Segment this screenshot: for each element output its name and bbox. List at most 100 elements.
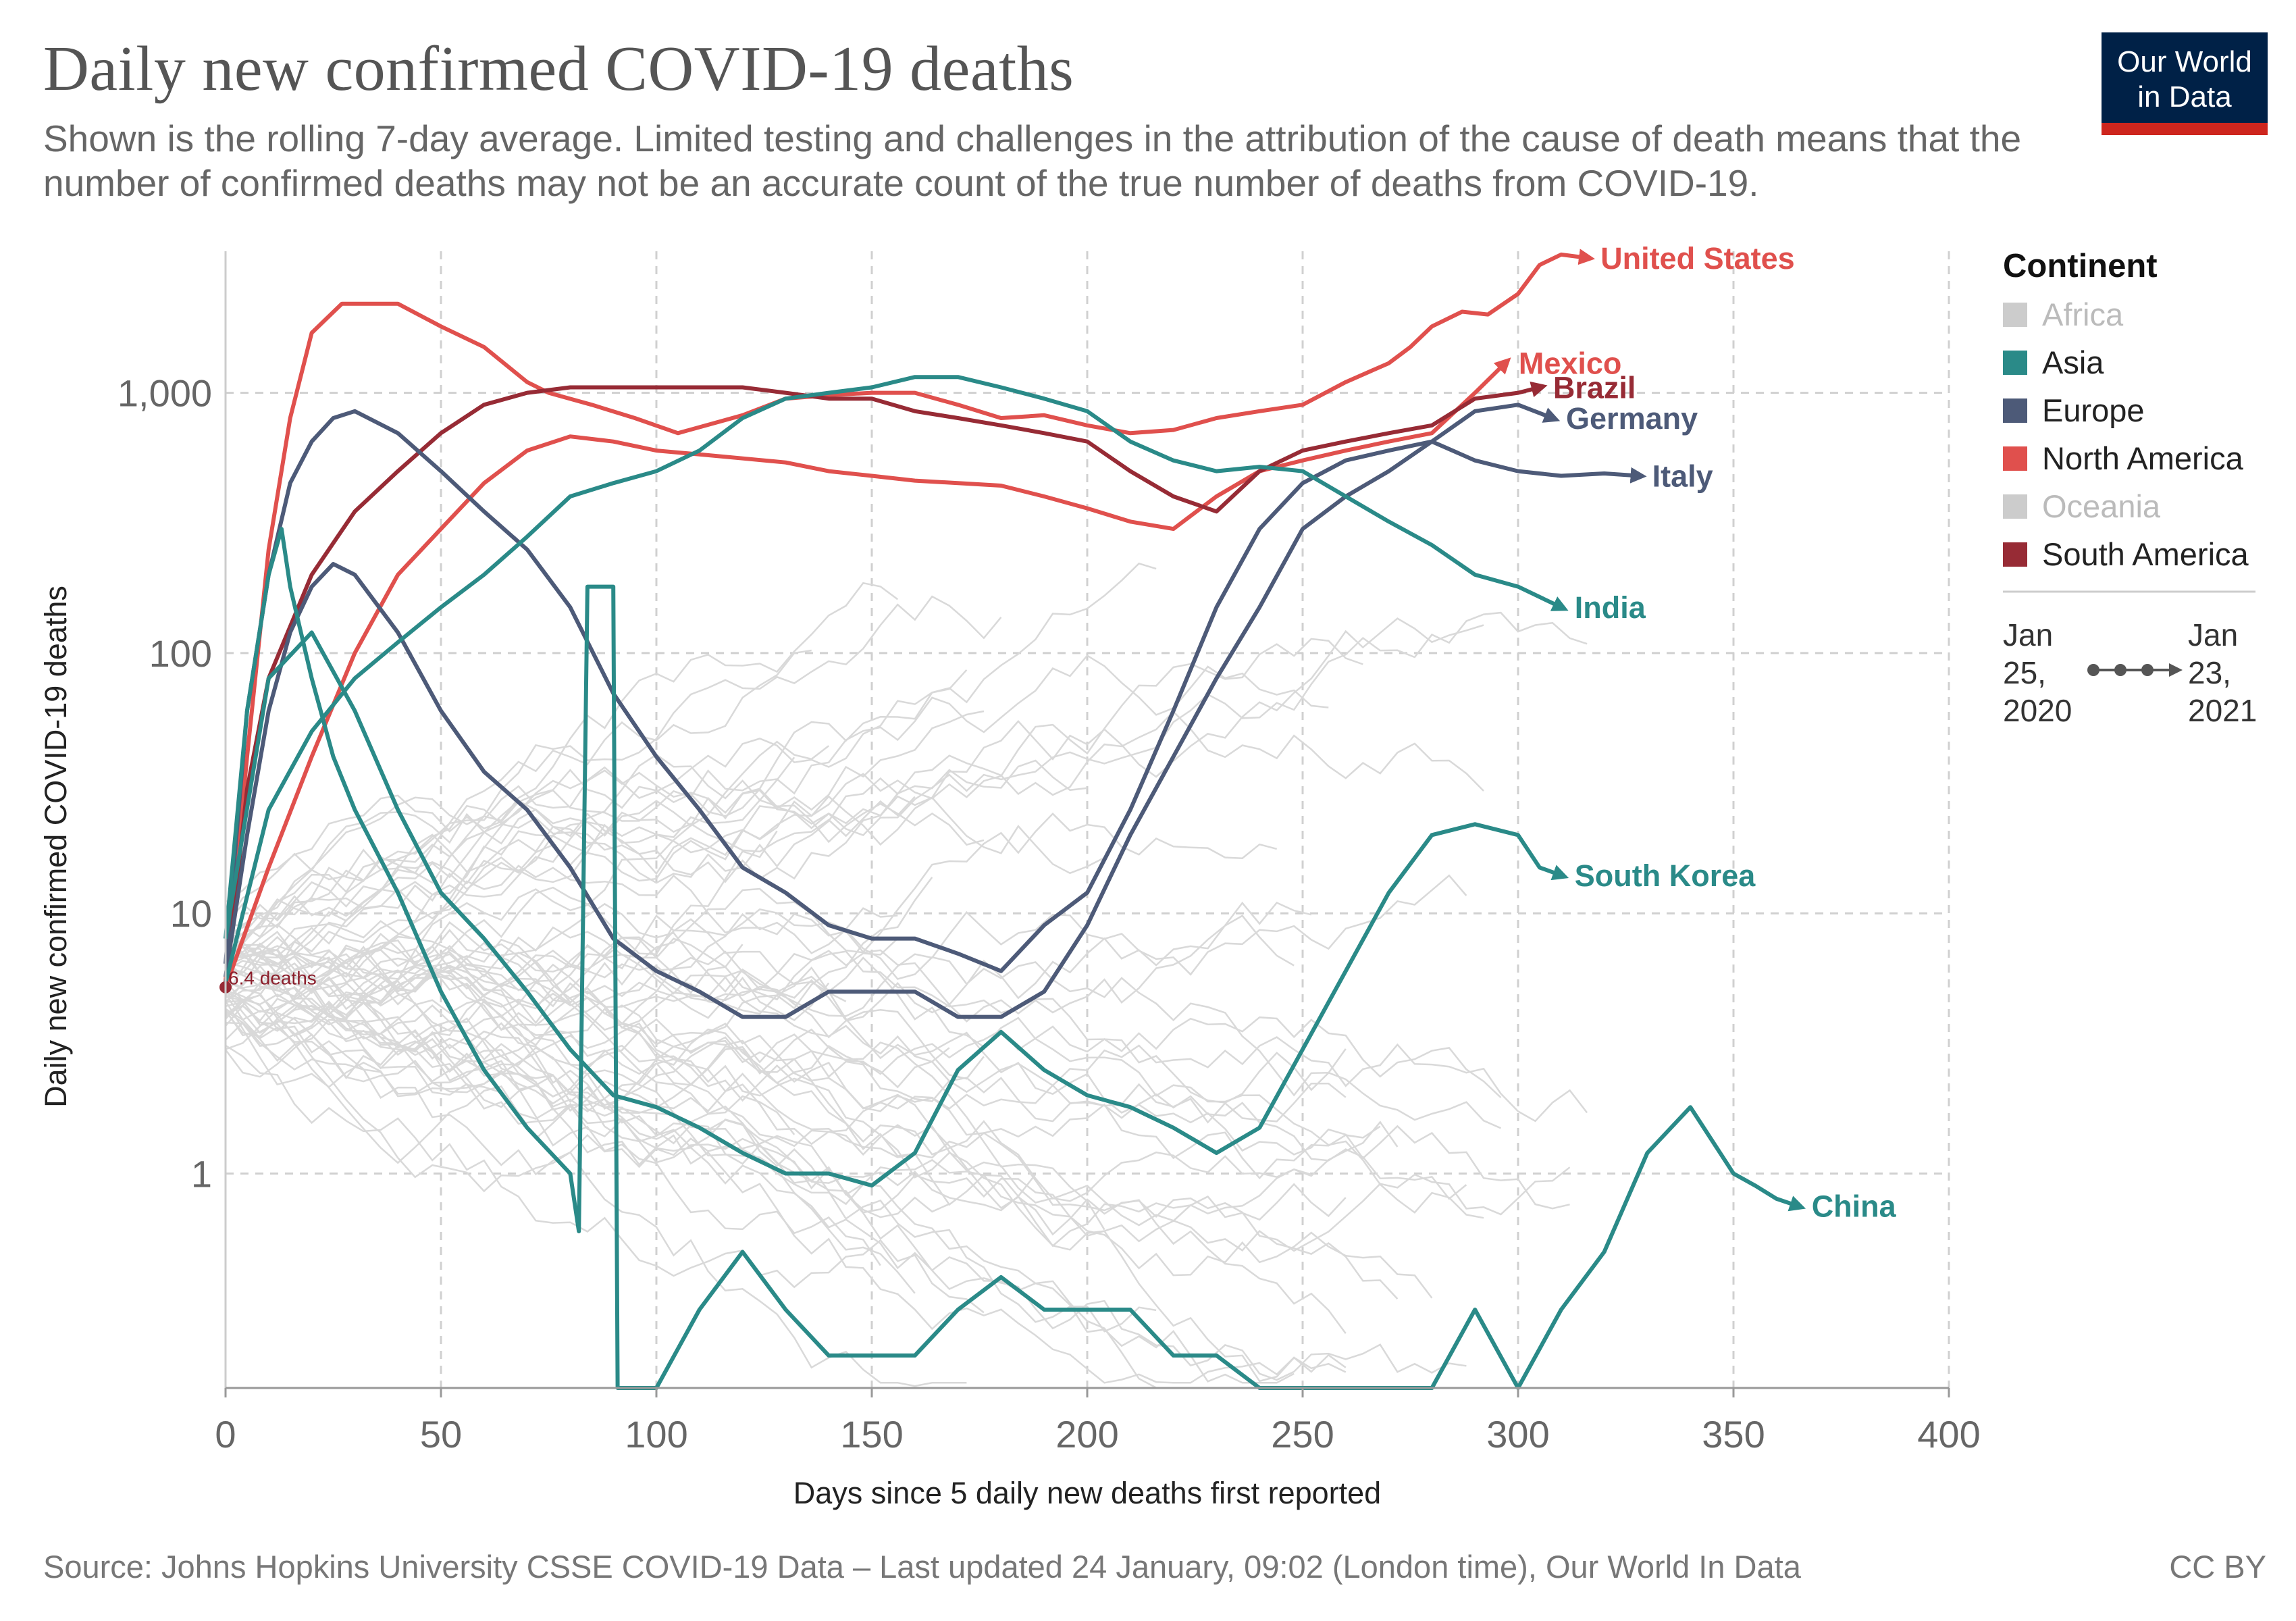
y-axis-title: Daily new confirmed COVID-19 deaths: [38, 586, 73, 1108]
series-line-china[interactable]: [224, 527, 1806, 1390]
legend-label: Africa: [2042, 297, 2124, 332]
background-country-line: [225, 926, 743, 994]
background-country-line: [225, 874, 1467, 1017]
series-line-india[interactable]: [224, 375, 1569, 984]
legend[interactable]: Continent Africa Asia Europe North America Oc…: [2003, 248, 2257, 728]
x-tick-label: 0: [215, 1413, 236, 1456]
legend-item-south-america[interactable]: South America: [2003, 536, 2249, 572]
source-note[interactable]: Source: Johns Hopkins University CSSE CO…: [43, 1549, 1801, 1585]
legend-label: South America: [2042, 536, 2249, 572]
x-tick-label: 50: [420, 1413, 462, 1456]
timeline-end-label: 23,: [2188, 655, 2231, 690]
legend-item-asia[interactable]: Asia: [2003, 344, 2104, 380]
background-country-line: [225, 562, 1157, 936]
y-tick-label: 100: [149, 632, 212, 675]
series-line-brazil[interactable]: [224, 381, 1548, 988]
background-country-line: [225, 956, 1484, 1219]
background-country-line: [225, 907, 898, 1032]
background-country-line: [225, 1044, 985, 1314]
background-country-line: [225, 977, 1502, 1113]
timeline-start-label: Jan: [2003, 617, 2053, 652]
y-tick-label: 1: [191, 1153, 212, 1195]
x-tick-label: 150: [840, 1413, 903, 1456]
owid-logo[interactable]: Our World in Data: [2102, 32, 2268, 135]
background-country-line: [225, 759, 1088, 956]
y-tick-label: 1,000: [118, 372, 212, 415]
license-link[interactable]: CC BY: [2169, 1549, 2266, 1585]
background-country-line: [225, 952, 1347, 1247]
background-country-line: [225, 887, 1312, 1025]
series-label-italy: Italy: [1652, 459, 1713, 493]
axes: 0 50 100 150 200 250 300 350 400 1 10 100 1,000 Days …: [38, 251, 1981, 1510]
background-country-line: [225, 753, 985, 926]
y-tick-label: 10: [170, 892, 212, 935]
series-line-italy[interactable]: [224, 409, 1647, 973]
series-label-india: India: [1575, 590, 1646, 625]
legend-label: Asia: [2042, 344, 2104, 380]
series-label-united-states: United States: [1600, 241, 1795, 276]
background-country-line: [225, 813, 1278, 956]
legend-item-africa[interactable]: Africa: [2003, 297, 2124, 332]
legend-title: Continent: [2003, 248, 2158, 284]
series-line-united-states[interactable]: [224, 249, 1596, 981]
legend-swatch: [2003, 351, 2027, 375]
x-axis-title: Days since 5 daily new deaths first repo…: [793, 1476, 1381, 1510]
logo-line-2: in Data: [2137, 80, 2232, 113]
background-country-line: [224, 922, 1157, 1333]
background-country-line: [225, 796, 916, 969]
background-country-line: [225, 611, 1588, 903]
background-country-line: [225, 886, 847, 1002]
legend-swatch: [2003, 542, 2027, 567]
x-tick-label: 400: [1917, 1413, 1980, 1456]
background-series: [224, 562, 1588, 1389]
background-country-line: [224, 994, 1588, 1123]
series-line-germany[interactable]: [224, 403, 1561, 1019]
highlighted-series[interactable]: [224, 249, 1806, 1390]
background-country-line: [225, 710, 1484, 935]
x-tick-label: 300: [1486, 1413, 1549, 1456]
background-country-line: [225, 830, 778, 994]
legend-label: Europe: [2042, 392, 2145, 428]
start-annotation: 6.4 deaths: [228, 968, 317, 989]
background-country-line: [225, 973, 950, 1218]
x-tick-label: 200: [1055, 1413, 1118, 1456]
chart-title: Daily new confirmed COVID-19 deaths: [43, 34, 1074, 104]
legend-item-europe[interactable]: Europe: [2003, 392, 2145, 428]
timeline-handle[interactable]: [2141, 664, 2154, 676]
background-country-line: [224, 617, 1484, 968]
background-country-line: [225, 1021, 1347, 1383]
timeline-handle[interactable]: [2087, 664, 2099, 676]
background-country-line: [224, 1000, 916, 1294]
series-line-south-korea[interactable]: [224, 630, 1569, 1188]
background-country-line: [225, 710, 985, 1008]
background-country-line: [225, 935, 1347, 1124]
timeline-handle[interactable]: [2114, 664, 2127, 676]
legend-item-north-america[interactable]: North America: [2003, 440, 2244, 476]
series-label-mexico: Mexico: [1519, 346, 1622, 381]
x-tick-label: 100: [625, 1413, 687, 1456]
series-label-south-korea: South Korea: [1575, 858, 1756, 893]
timeline-start-label: 2020: [2003, 693, 2072, 728]
series-line-mexico[interactable]: [224, 357, 1511, 988]
background-country-line: [225, 960, 1105, 1231]
background-country-line: [225, 991, 1571, 1252]
legend-swatch: [2003, 446, 2027, 471]
legend-item-oceania[interactable]: Oceania: [2003, 488, 2161, 524]
background-country-line: [224, 638, 1363, 997]
series-label-china: China: [1812, 1189, 1897, 1224]
background-country-line: [225, 923, 985, 1080]
background-country-line: [225, 915, 1295, 1039]
timeline-end-label: Jan: [2188, 617, 2238, 652]
series-label-brazil: Brazil: [1553, 370, 1636, 405]
x-tick-label: 350: [1702, 1413, 1765, 1456]
background-country-line: [225, 582, 899, 942]
x-tick-label: 250: [1271, 1413, 1334, 1456]
legend-label: North America: [2042, 440, 2244, 476]
background-country-line: [225, 951, 1347, 1335]
background-country-line: [225, 937, 899, 1050]
background-country-line: [224, 669, 968, 967]
timeline-end-label: 2021: [2188, 693, 2257, 728]
